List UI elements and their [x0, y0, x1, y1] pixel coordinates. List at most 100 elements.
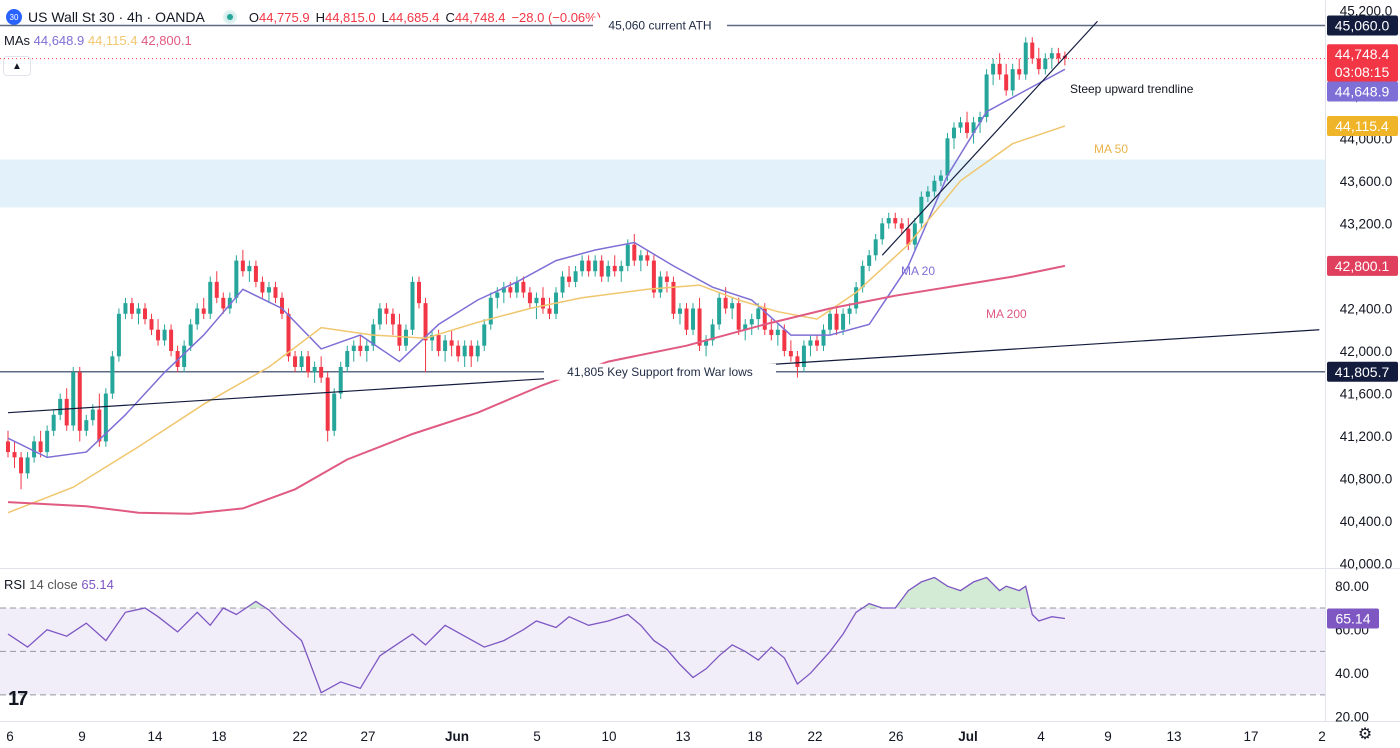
candle-body	[514, 281, 519, 293]
candle-body	[925, 191, 930, 197]
candle-body	[736, 303, 741, 330]
candle-body	[469, 345, 474, 357]
candle-body	[965, 122, 970, 133]
symbol-title[interactable]: US Wall St 30 · 4h · OANDA	[28, 9, 205, 25]
candle-body	[619, 265, 624, 272]
candle-body	[730, 303, 735, 309]
candle-body	[984, 74, 989, 118]
candle-body	[97, 409, 102, 442]
candle-body	[482, 324, 487, 346]
candle-body	[521, 281, 526, 293]
candle-body	[449, 340, 454, 346]
candle-body	[25, 457, 30, 474]
ma200-label: MA 200	[986, 307, 1027, 321]
gear-icon[interactable]: ⚙	[1357, 726, 1373, 743]
ma20-line	[7, 68, 1066, 459]
rsi-overbought-fill	[246, 601, 266, 608]
candle-body	[306, 356, 311, 373]
candle-body	[534, 297, 539, 304]
candle-body	[847, 308, 852, 314]
candle-body	[384, 308, 389, 314]
time-tick-label: Jul	[958, 729, 978, 744]
candle-body	[351, 345, 356, 352]
time-tick-label: 13	[675, 729, 690, 744]
candle-body	[58, 398, 63, 415]
candle-body	[834, 313, 839, 330]
candle-body	[801, 345, 806, 367]
time-tick-label: 9	[1104, 729, 1112, 744]
candle-body	[475, 345, 480, 357]
ma50-label: MA 50	[1094, 142, 1128, 156]
candle-body	[495, 292, 500, 298]
price-tag	[1327, 81, 1398, 102]
candle-body	[899, 223, 904, 229]
candle-body	[110, 356, 115, 394]
candle-body	[129, 303, 134, 314]
mas-legend[interactable]: MAs 44,648.9 44,115.4 42,800.1	[4, 33, 192, 48]
resistance-zone	[0, 159, 1325, 208]
candle-body	[12, 452, 17, 458]
candle-body	[788, 351, 793, 357]
candle-body	[260, 281, 265, 293]
time-tick-label: 17	[1243, 729, 1258, 744]
candle-body	[854, 287, 859, 309]
price-tag	[1327, 61, 1398, 82]
candle-body	[991, 63, 996, 75]
candle-body	[841, 313, 846, 330]
candle-body	[906, 228, 911, 245]
candle-body	[293, 356, 298, 367]
chevron-up-icon[interactable]: ▲	[3, 56, 31, 76]
candle-body	[1049, 53, 1054, 59]
chart-header: 30 US Wall St 30 · 4h · OANDA O44,775.9 H…	[0, 0, 607, 34]
candle-body	[312, 366, 317, 373]
candle-body	[756, 308, 761, 320]
candle-body	[938, 175, 943, 181]
candle-body	[821, 329, 826, 346]
candle-body	[77, 372, 82, 431]
price-tick-label: 40,800.0	[1340, 472, 1393, 487]
candle-body	[417, 281, 422, 304]
candle-body	[1030, 42, 1035, 59]
candle-body	[573, 271, 578, 282]
rsi-tag-text: 65.14	[1335, 611, 1370, 627]
candle-body	[599, 260, 604, 277]
symbol-badge[interactable]: 30	[6, 9, 22, 25]
price-tag	[1327, 361, 1398, 382]
time-tick-label: 18	[747, 729, 762, 744]
candle-body	[84, 420, 89, 431]
candle-body	[273, 287, 278, 298]
rsi-legend-value: 65.14	[81, 577, 114, 592]
candle-body	[169, 329, 174, 352]
time-tick-label: 18	[211, 729, 226, 744]
candle-body	[717, 297, 722, 325]
candle-body	[1010, 69, 1015, 91]
tradingview-logo[interactable]: 17	[8, 688, 28, 710]
candle-body	[1017, 69, 1022, 75]
steep-trendline	[881, 20, 1098, 256]
candle-body	[958, 122, 963, 128]
candle-body	[45, 430, 50, 453]
candle-body	[606, 265, 611, 277]
ma50-line	[7, 125, 1066, 514]
candle-body	[156, 329, 161, 341]
candle-body	[867, 255, 872, 266]
rsi-params: 14 close	[29, 577, 78, 592]
time-tick-label: 14	[147, 729, 163, 744]
candle-body	[266, 287, 271, 293]
candle-body	[338, 366, 343, 394]
candle-body	[586, 260, 591, 272]
candle-body	[253, 265, 258, 282]
candle-body	[6, 441, 10, 453]
candle-body	[638, 255, 643, 261]
candle-body	[325, 377, 330, 431]
candle-body	[1056, 53, 1061, 59]
ohlc-readout: O44,775.9 H44,815.0 L44,685.4 C44,748.4 −28.…	[249, 9, 607, 25]
candle-body	[560, 276, 565, 293]
candle-body	[625, 244, 630, 266]
candle-body	[51, 414, 56, 431]
rsi-legend[interactable]: RSI 14 close 65.14	[4, 577, 114, 592]
candle-body	[188, 324, 193, 346]
ath-label-bg	[593, 17, 727, 34]
candle-body	[319, 366, 324, 378]
